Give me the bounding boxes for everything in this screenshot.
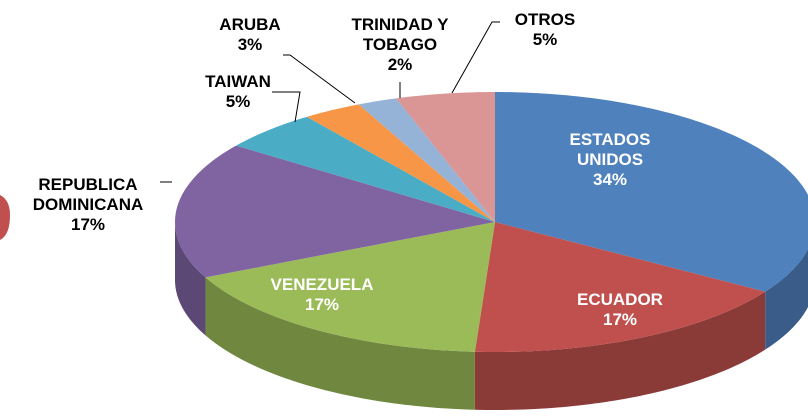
pie-slice-side bbox=[205, 277, 475, 410]
leader-line bbox=[272, 91, 301, 123]
slice-name: TRINIDAD Y TOBAGO bbox=[351, 15, 449, 54]
slice-value: 2% bbox=[387, 55, 413, 74]
pie-slice bbox=[175, 145, 496, 278]
slice-value: 5% bbox=[225, 92, 251, 111]
slice-value: 17% bbox=[304, 295, 340, 314]
slice-label: TRINIDAD Y TOBAGO 2% bbox=[330, 15, 470, 75]
slice-label: VENEZUELA 17% bbox=[252, 275, 392, 315]
pie-slice bbox=[236, 116, 495, 222]
slice-name: ESTADOS UNIDOS bbox=[569, 130, 651, 169]
pie-slice-side bbox=[474, 291, 766, 410]
slice-name: TAIWAN bbox=[205, 72, 271, 91]
slice-name: VENEZUELA bbox=[270, 275, 374, 294]
pie-slice bbox=[495, 92, 808, 292]
slice-label: OTROS 5% bbox=[505, 10, 585, 50]
slice-label: ARUBA 3% bbox=[210, 15, 290, 55]
slice-label: ECUADOR 17% bbox=[555, 290, 685, 330]
pie-slice-side bbox=[175, 222, 206, 336]
pie-slice bbox=[474, 222, 766, 352]
slice-name: ARUBA bbox=[219, 15, 281, 34]
slice-value: 17% bbox=[70, 215, 106, 234]
leader-line bbox=[451, 21, 500, 94]
slice-label: REPUBLICA DOMINICANA 17% bbox=[13, 175, 163, 235]
pie-tops bbox=[175, 92, 808, 352]
slice-name: OTROS bbox=[514, 10, 576, 29]
leader-line bbox=[283, 54, 356, 104]
slice-label: ESTADOS UNIDOS 34% bbox=[545, 130, 675, 190]
slice-label: TAIWAN 5% bbox=[193, 72, 283, 112]
slice-name: ECUADOR bbox=[577, 290, 663, 309]
pie-slice-side bbox=[765, 249, 808, 350]
slice-value: 5% bbox=[532, 30, 558, 49]
pie-slice bbox=[358, 98, 495, 222]
pie-sides bbox=[175, 222, 808, 410]
slice-name: REPUBLICA DOMINICANA bbox=[32, 175, 144, 214]
slice-value: 34% bbox=[592, 170, 628, 189]
pie-slice bbox=[205, 222, 496, 352]
pie-slice bbox=[306, 104, 495, 222]
pie-slice bbox=[396, 92, 495, 222]
slice-value: 3% bbox=[237, 35, 263, 54]
neighbor-chart-edge bbox=[0, 195, 10, 240]
slice-value: 17% bbox=[602, 310, 638, 329]
